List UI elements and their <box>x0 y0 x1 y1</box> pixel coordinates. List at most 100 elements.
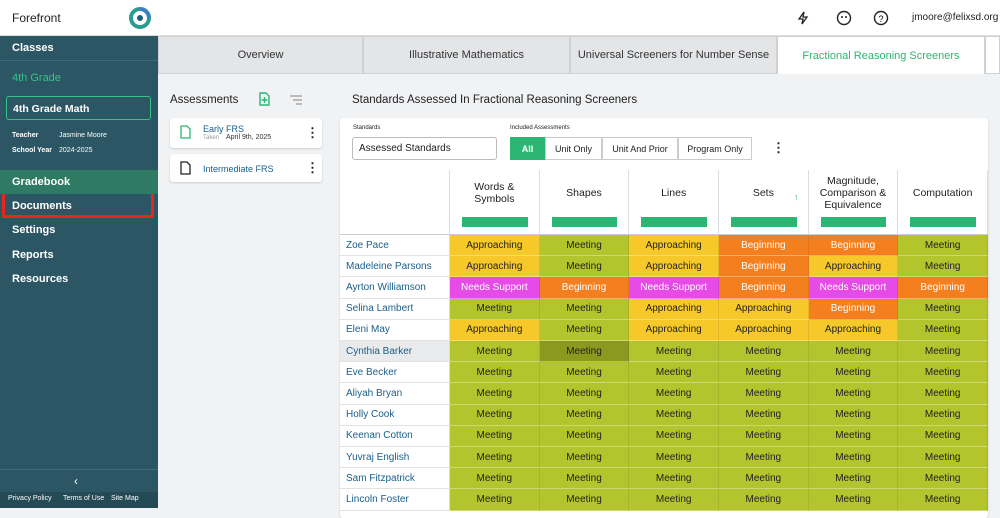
status-cell[interactable]: Meeting <box>808 468 899 490</box>
assessment-card[interactable] <box>170 118 322 148</box>
status-cell[interactable]: Meeting <box>450 404 540 426</box>
status-cell[interactable]: Approaching <box>629 256 719 278</box>
footer-link[interactable]: Terms of Use <box>63 495 105 502</box>
status-cell[interactable]: Meeting <box>450 447 540 469</box>
column-header[interactable]: Lines <box>629 170 719 216</box>
status-cell[interactable]: Approaching <box>808 319 899 341</box>
nav-item[interactable]: Resources <box>12 273 69 285</box>
status-cell[interactable]: Beginning <box>719 277 809 299</box>
student-name[interactable]: Sam Fitzpatrick <box>340 468 450 490</box>
status-cell[interactable]: Meeting <box>539 447 630 469</box>
student-name[interactable]: Ayrton Williamson <box>340 277 450 299</box>
student-name[interactable]: Lincoln Foster <box>340 489 450 511</box>
status-cell[interactable]: Meeting <box>629 341 719 363</box>
status-cell[interactable]: Meeting <box>539 362 630 384</box>
status-cell[interactable]: Beginning <box>808 235 899 257</box>
status-cell[interactable]: Meeting <box>450 425 540 447</box>
filter-icon[interactable] <box>289 94 303 106</box>
status-cell[interactable]: Beginning <box>808 298 899 320</box>
filter-button[interactable]: Unit Only <box>545 137 602 160</box>
status-cell[interactable]: Meeting <box>539 256 630 278</box>
status-cell[interactable]: Meeting <box>898 468 988 490</box>
nav-item[interactable]: Reports <box>12 249 54 261</box>
footer-link[interactable]: Privacy Policy <box>8 495 52 502</box>
status-cell[interactable]: Approaching <box>450 319 540 341</box>
status-cell[interactable]: Meeting <box>898 383 988 405</box>
status-cell[interactable]: Approaching <box>719 298 809 320</box>
status-cell[interactable]: Meeting <box>898 425 988 447</box>
help-icon[interactable]: ? <box>873 10 889 26</box>
standards-select[interactable]: Assessed Standards <box>352 137 497 160</box>
status-cell[interactable]: Approaching <box>629 235 719 257</box>
status-cell[interactable]: Approaching <box>629 298 719 320</box>
student-name[interactable]: Yuvraj English <box>340 447 450 469</box>
student-name[interactable]: Zoe Pace <box>340 235 450 257</box>
status-cell[interactable]: Meeting <box>898 489 988 511</box>
student-name[interactable]: Eleni May <box>340 319 450 341</box>
filter-button[interactable]: All <box>510 137 545 160</box>
status-cell[interactable]: Meeting <box>719 383 809 405</box>
status-cell[interactable]: Meeting <box>539 319 630 341</box>
status-cell[interactable]: Meeting <box>539 383 630 405</box>
column-header[interactable]: Shapes <box>539 170 630 216</box>
status-cell[interactable]: Meeting <box>808 362 899 384</box>
status-cell[interactable]: Meeting <box>808 404 899 426</box>
status-cell[interactable]: Needs Support <box>450 277 540 299</box>
status-cell[interactable]: Meeting <box>808 383 899 405</box>
student-name[interactable]: Aliyah Bryan <box>340 383 450 405</box>
status-cell[interactable]: Meeting <box>450 383 540 405</box>
status-cell[interactable]: Approaching <box>450 256 540 278</box>
assessment-name[interactable]: Intermediate FRS <box>203 164 274 174</box>
status-cell[interactable]: Approaching <box>719 319 809 341</box>
status-cell[interactable]: Meeting <box>719 362 809 384</box>
status-cell[interactable]: Meeting <box>808 341 899 363</box>
nav-item[interactable]: Documents <box>12 200 72 212</box>
status-cell[interactable]: Beginning <box>719 235 809 257</box>
add-icon[interactable] <box>257 92 271 106</box>
status-cell[interactable]: Beginning <box>719 256 809 278</box>
status-cell[interactable]: Meeting <box>898 298 988 320</box>
status-cell[interactable]: Meeting <box>629 404 719 426</box>
column-header[interactable]: Computation <box>898 170 988 216</box>
column-header[interactable]: Sets <box>719 170 809 216</box>
status-cell[interactable]: Meeting <box>808 447 899 469</box>
status-cell[interactable]: Meeting <box>539 341 630 363</box>
status-cell[interactable]: Meeting <box>898 319 988 341</box>
footer-link[interactable]: Site Map <box>111 495 139 502</box>
status-cell[interactable]: Meeting <box>719 489 809 511</box>
status-cell[interactable]: Needs Support <box>808 277 899 299</box>
user-email[interactable]: jmoore@felixsd.org <box>912 12 999 23</box>
status-cell[interactable]: Meeting <box>808 489 899 511</box>
nav-item[interactable]: Settings <box>12 224 56 236</box>
status-cell[interactable]: Meeting <box>629 447 719 469</box>
status-cell[interactable]: Meeting <box>898 362 988 384</box>
filter-button[interactable]: Unit And Prior <box>602 137 678 160</box>
column-header[interactable]: Magnitude, Comparison & Equivalence <box>808 170 899 216</box>
status-cell[interactable]: Meeting <box>539 404 630 426</box>
assessment-card[interactable] <box>170 154 322 182</box>
tab[interactable]: Overview <box>158 36 363 74</box>
status-cell[interactable]: Approaching <box>450 235 540 257</box>
kebab[interactable]: ⋮ <box>306 125 319 140</box>
status-cell[interactable]: Meeting <box>898 235 988 257</box>
status-cell[interactable]: Meeting <box>629 362 719 384</box>
sort-arrow[interactable]: ↑ <box>794 192 799 202</box>
student-name[interactable]: Eve Becker <box>340 362 450 384</box>
status-cell[interactable]: Meeting <box>629 425 719 447</box>
column-header[interactable]: Words & Symbols <box>450 170 540 216</box>
status-cell[interactable]: Meeting <box>719 425 809 447</box>
nav-item[interactable]: Gradebook <box>0 170 158 194</box>
status-cell[interactable]: Meeting <box>898 341 988 363</box>
status-cell[interactable]: Meeting <box>629 383 719 405</box>
status-cell[interactable]: Meeting <box>450 468 540 490</box>
status-cell[interactable]: Approaching <box>808 256 899 278</box>
kebab[interactable]: ⋮ <box>772 140 785 155</box>
status-cell[interactable]: Beginning <box>898 277 988 299</box>
status-cell[interactable]: Meeting <box>719 341 809 363</box>
filter-button[interactable]: Program Only <box>678 137 752 160</box>
status-cell[interactable]: Meeting <box>539 468 630 490</box>
status-cell[interactable]: Meeting <box>808 425 899 447</box>
status-cell[interactable]: Meeting <box>450 341 540 363</box>
status-cell[interactable]: Meeting <box>539 235 630 257</box>
student-name[interactable]: Holly Cook <box>340 404 450 426</box>
